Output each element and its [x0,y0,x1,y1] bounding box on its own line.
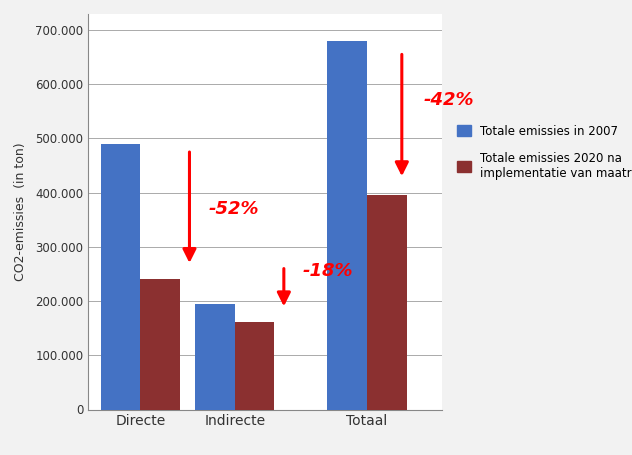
Bar [140,279,180,410]
Bar [367,195,406,410]
Text: -18%: -18% [303,262,353,280]
Y-axis label: CO2-emissies  (in ton): CO2-emissies (in ton) [14,142,27,281]
Text: -52%: -52% [209,200,259,218]
Bar [100,144,140,410]
Text: -42%: -42% [423,91,474,109]
Bar [234,322,274,410]
Legend: Totale emissies in 2007, Totale emissies 2020 na
implementatie van maatregelen: Totale emissies in 2007, Totale emissies… [452,120,632,185]
Bar [327,41,367,410]
Bar [195,304,234,410]
